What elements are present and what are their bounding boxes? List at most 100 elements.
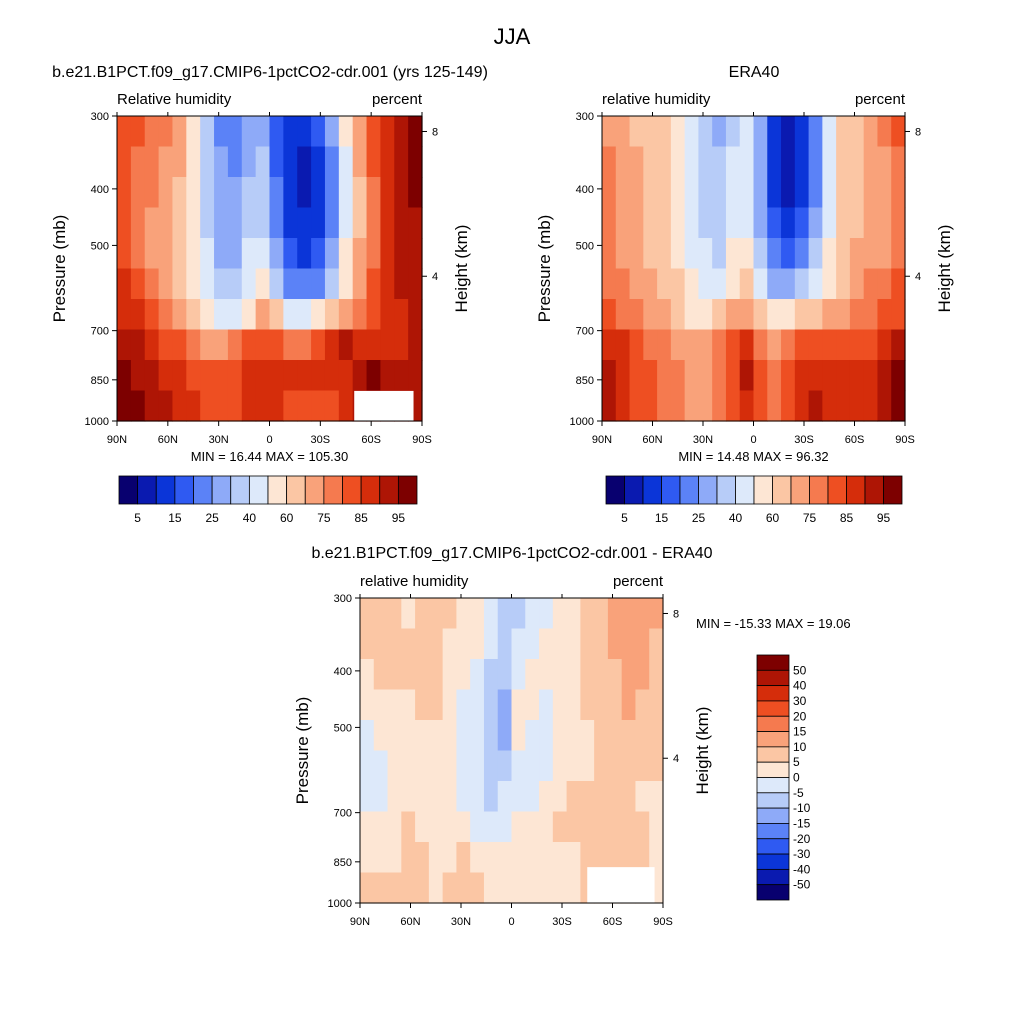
field-cell [657, 116, 672, 148]
field-cell [428, 720, 444, 752]
field-cell [117, 390, 132, 422]
field-cell [497, 720, 513, 752]
field-cell [387, 659, 402, 691]
field-cell [643, 146, 658, 178]
field-cell [311, 207, 326, 239]
colorbar-label: 60 [766, 511, 780, 525]
field-cell [712, 268, 727, 300]
field-cell [117, 238, 132, 270]
field-cell [186, 268, 201, 300]
field-cell [241, 177, 257, 209]
field-cell [415, 628, 430, 660]
field-cell [863, 299, 879, 331]
y-tick-label: 1000 [570, 416, 594, 428]
field-cell [117, 207, 132, 239]
field-cell [808, 207, 823, 239]
field-cell [670, 116, 686, 148]
field-cell [158, 207, 174, 239]
field-cell [456, 720, 471, 752]
field-cell [863, 329, 879, 361]
field-cell [657, 360, 672, 392]
field-cell [657, 238, 672, 270]
field-cell [822, 177, 837, 209]
field-cell [525, 750, 540, 782]
field-cell [552, 720, 568, 752]
field-cell [657, 146, 672, 178]
colorbar-box [864, 475, 884, 505]
field-cell [442, 842, 458, 874]
field-cell [836, 177, 851, 209]
field-cell [615, 360, 631, 392]
field-cell [615, 116, 631, 148]
colorbar: 5 15 25 40 60 75 85 95 [118, 475, 418, 525]
field-cell [781, 360, 796, 392]
field-cell [849, 177, 865, 209]
field-cell [130, 299, 146, 331]
field-cell [621, 689, 637, 721]
field-cell [394, 177, 409, 209]
field-cell [607, 842, 623, 874]
field-cell [643, 177, 658, 209]
field-cell [241, 360, 257, 392]
field-cell [366, 207, 382, 239]
field-cell [602, 390, 617, 422]
field-cell [698, 299, 713, 331]
field-cell [227, 360, 243, 392]
panel-model: b.e21.B1PCT.f09_g17.CMIP6-1pctCO2-cdr.00… [50, 64, 488, 525]
x-tick-label: 0 [750, 434, 756, 446]
field-cell [387, 781, 402, 813]
colorbar-box [304, 475, 325, 505]
field-cell [311, 299, 326, 331]
field-cell [117, 299, 132, 331]
field-cell [227, 390, 243, 422]
y2-tick-label: 4 [673, 753, 679, 765]
field-cell [684, 238, 700, 270]
field-cell [698, 238, 713, 270]
colorbar-label: -20 [793, 832, 811, 846]
panel-title: ERA40 [729, 64, 780, 81]
field-cell [566, 659, 581, 691]
field-cell [470, 659, 485, 691]
colorbar-label: -30 [793, 847, 811, 861]
colorbar-label: 60 [280, 511, 294, 525]
field-cell [552, 598, 568, 630]
field-cell [511, 842, 526, 874]
field-cell [373, 872, 389, 904]
field-cell [324, 329, 340, 361]
field-cell [822, 116, 837, 148]
field-cell [158, 116, 174, 148]
field-cell [497, 811, 513, 843]
field-cell [877, 390, 892, 422]
field-cell [877, 268, 892, 300]
field-cell [781, 146, 796, 178]
y-tick-label: 850 [91, 375, 109, 387]
field-cell [552, 750, 568, 782]
field-cell [186, 299, 201, 331]
field-cell [539, 872, 554, 904]
field-cell [373, 598, 389, 630]
colorbar-box [756, 700, 790, 717]
field-cell [794, 146, 810, 178]
field-cell [130, 329, 146, 361]
colorbar-box [772, 475, 792, 505]
y-tick-label: 500 [334, 722, 352, 734]
field-cell [635, 781, 650, 813]
field-cell [629, 299, 644, 331]
field-cell [497, 598, 513, 630]
field-cell [849, 268, 865, 300]
field-cell [891, 268, 906, 300]
field-cell [214, 146, 229, 178]
colorbar-label: 75 [317, 511, 331, 525]
colorbar-box [323, 475, 343, 505]
field-cell [808, 329, 823, 361]
field-cell [456, 781, 471, 813]
field-cell [615, 329, 631, 361]
field-cell [594, 842, 609, 874]
field-cell [891, 329, 906, 361]
field-cell [401, 750, 416, 782]
field-cell [580, 781, 595, 813]
field-cell [657, 177, 672, 209]
colorbar-box [756, 853, 790, 870]
field-cell [380, 360, 395, 392]
field-cell [360, 659, 375, 691]
